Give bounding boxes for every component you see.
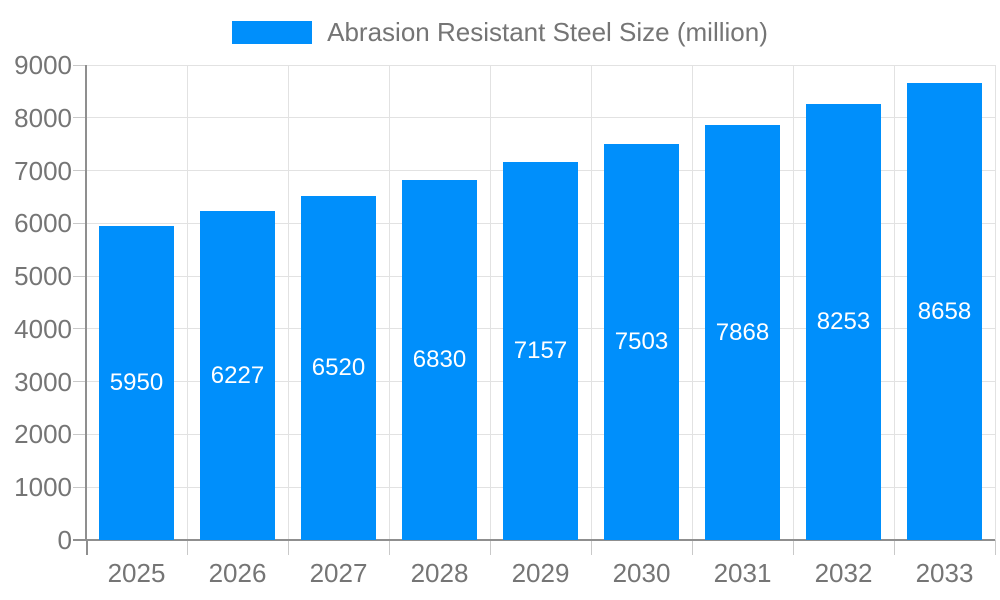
x-tick-mark bbox=[186, 540, 188, 555]
v-gridline bbox=[691, 65, 693, 540]
legend-swatch bbox=[232, 21, 313, 44]
x-tick-label: 2027 bbox=[309, 558, 368, 588]
bar-value-label: 6520 bbox=[311, 354, 366, 381]
legend[interactable]: Abrasion Resistant Steel Size (million) bbox=[0, 17, 1000, 48]
y-tick-label: 1000 bbox=[14, 472, 72, 503]
x-tick-mark bbox=[388, 540, 390, 555]
bar-2031[interactable]: 7868 bbox=[705, 125, 780, 540]
y-tick-label: 7000 bbox=[14, 155, 72, 186]
bar-2028[interactable]: 6830 bbox=[402, 180, 477, 540]
bar-value-label: 6227 bbox=[210, 361, 265, 389]
y-tick-label: 8000 bbox=[14, 102, 72, 133]
bar-2025[interactable]: 5950 bbox=[99, 226, 174, 540]
h-gridline bbox=[86, 64, 995, 66]
y-tick-mark bbox=[73, 486, 86, 488]
x-tick-label: 2026 bbox=[208, 558, 267, 588]
v-gridline bbox=[388, 65, 390, 540]
bar-value-label: 7157 bbox=[513, 337, 568, 364]
x-tick-mark bbox=[994, 540, 996, 555]
x-tick-mark bbox=[590, 540, 592, 555]
v-gridline bbox=[489, 65, 491, 540]
legend-label: Abrasion Resistant Steel Size (million) bbox=[327, 17, 768, 47]
x-axis-line bbox=[86, 539, 995, 541]
bar-value-label: 7868 bbox=[715, 318, 770, 346]
v-gridline bbox=[186, 65, 188, 540]
y-tick-mark bbox=[73, 433, 86, 435]
y-tick-label: 5000 bbox=[14, 261, 72, 292]
x-tick-label: 2030 bbox=[612, 558, 671, 588]
bar-value-label: 8253 bbox=[816, 308, 871, 335]
x-tick-mark bbox=[287, 540, 289, 555]
y-tick-mark bbox=[73, 222, 86, 224]
bar-2027[interactable]: 6520 bbox=[301, 196, 376, 540]
y-tick-label: 6000 bbox=[14, 208, 72, 239]
v-gridline bbox=[287, 65, 289, 540]
x-tick-label: 2025 bbox=[107, 558, 166, 588]
bar-2030[interactable]: 7503 bbox=[604, 144, 679, 540]
x-tick-mark bbox=[792, 540, 794, 555]
x-tick-label: 2029 bbox=[511, 558, 570, 588]
bar-value-label: 8658 bbox=[917, 297, 972, 325]
plot-area: 5950 6227 6520 6830 7157 7503 7868 8253 8658 bbox=[73, 64, 996, 555]
x-tick-label: 2028 bbox=[410, 558, 469, 588]
bar-2032[interactable]: 8253 bbox=[806, 104, 881, 540]
y-tick-mark bbox=[73, 170, 86, 172]
bar-value-label: 7503 bbox=[614, 328, 669, 355]
v-gridline bbox=[994, 65, 996, 540]
y-tick-label: 0 bbox=[57, 525, 72, 555]
x-tick-mark bbox=[691, 540, 693, 555]
bar-2033[interactable]: 8658 bbox=[907, 83, 982, 540]
y-tick-mark bbox=[73, 117, 86, 119]
y-tick-mark bbox=[73, 328, 86, 330]
y-tick-mark bbox=[73, 275, 86, 277]
x-tick-label: 2031 bbox=[713, 558, 772, 588]
x-tick-mark bbox=[893, 540, 895, 555]
h-gridline bbox=[86, 117, 995, 119]
y-axis-line bbox=[85, 65, 87, 540]
y-tick-label: 2000 bbox=[14, 419, 72, 450]
x-tick-mark bbox=[86, 540, 88, 555]
bar-2029[interactable]: 7157 bbox=[503, 162, 578, 540]
bar-value-label: 5950 bbox=[109, 369, 164, 396]
y-tick-mark bbox=[73, 539, 86, 541]
x-axis: 2025 2026 2027 2028 2029 2030 2031 2032 2033 bbox=[86, 558, 995, 590]
y-tick-label: 9000 bbox=[14, 50, 72, 80]
bar-2026[interactable]: 6227 bbox=[200, 211, 275, 540]
y-tick-mark bbox=[73, 64, 86, 66]
y-tick-label: 4000 bbox=[14, 313, 72, 344]
x-tick-mark bbox=[489, 540, 491, 555]
v-gridline bbox=[893, 65, 895, 540]
y-axis: 0 1000 2000 3000 4000 5000 6000 7000 8000 9000 bbox=[0, 50, 72, 555]
v-gridline bbox=[792, 65, 794, 540]
v-gridline bbox=[590, 65, 592, 540]
x-tick-label: 2033 bbox=[915, 558, 974, 588]
y-tick-mark bbox=[73, 381, 86, 383]
y-tick-label: 3000 bbox=[14, 366, 72, 397]
bar-value-label: 6830 bbox=[412, 346, 467, 373]
x-tick-label: 2032 bbox=[814, 558, 873, 588]
